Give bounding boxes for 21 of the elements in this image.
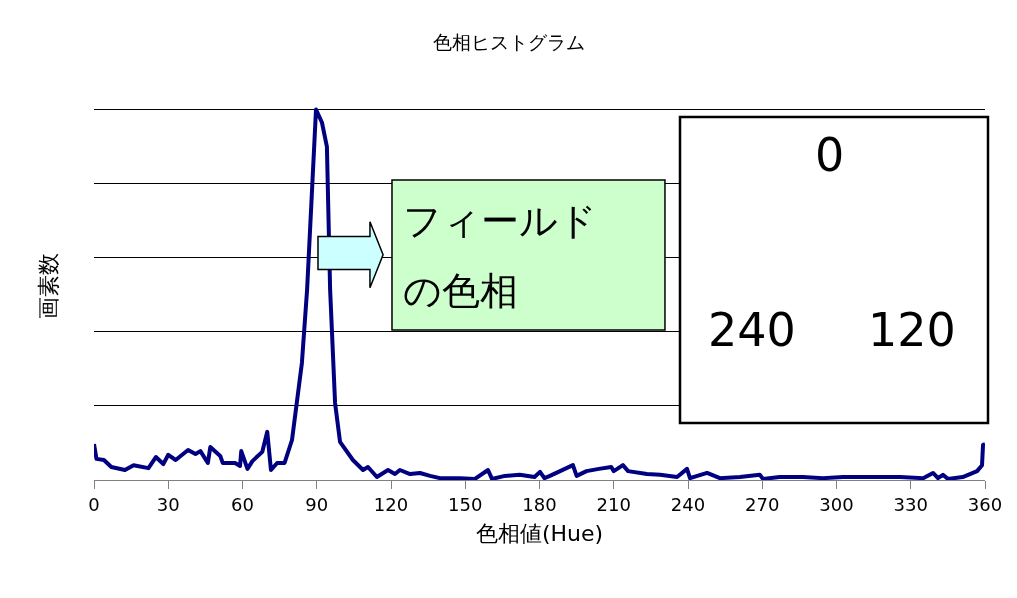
x-tick-label: 120 [373, 493, 409, 515]
x-tick-label: 0 [88, 493, 100, 515]
y-axis-title: 画素数 [35, 252, 61, 319]
x-tick-label: 180 [522, 493, 557, 515]
x-tick-label: 90 [305, 493, 329, 515]
x-tick-label: 360 [967, 493, 1003, 515]
x-tick-label: 240 [670, 493, 706, 515]
x-tick-label: 300 [819, 493, 854, 515]
chart-title: 色相ヒストグラム [432, 30, 585, 53]
annotation: 240 [708, 303, 796, 357]
x-tick-label: 30 [156, 493, 180, 515]
x-axis-title: 色相値(Hue) [475, 521, 604, 547]
annotation: の色相 [403, 269, 518, 313]
annotation: フィールド [403, 199, 597, 243]
x-tick-label: 270 [745, 493, 780, 515]
x-tick-label: 60 [231, 493, 254, 515]
x-tick-label: 150 [448, 493, 483, 515]
x-tick-label: 330 [893, 493, 928, 515]
x-tick-label: 210 [596, 493, 631, 515]
annotation: 0 [815, 128, 845, 182]
annotation: 120 [868, 303, 956, 357]
